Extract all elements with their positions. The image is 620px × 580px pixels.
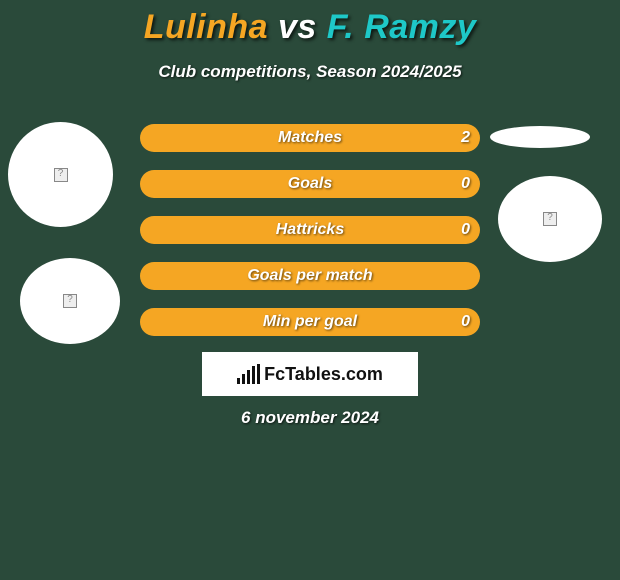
title-vs: vs <box>268 8 327 46</box>
stat-label: Matches <box>140 129 480 147</box>
placeholder-icon <box>543 212 557 226</box>
title-player1: Lulinha <box>144 8 268 46</box>
stat-value-right: 0 <box>461 313 470 331</box>
subtitle: Club competitions, Season 2024/2025 <box>0 62 620 82</box>
logo-text: FcTables.com <box>264 364 383 385</box>
stat-label: Min per goal <box>140 313 480 331</box>
stat-label: Goals per match <box>140 267 480 285</box>
logo-box: FcTables.com <box>202 352 418 396</box>
decorative-ellipse <box>490 126 590 148</box>
placeholder-icon <box>63 294 77 308</box>
stat-label: Goals <box>140 175 480 193</box>
date-text: 6 november 2024 <box>0 408 620 428</box>
stat-row: Goals per match <box>140 262 480 290</box>
stat-value-right: 0 <box>461 221 470 239</box>
stat-value-right: 2 <box>461 129 470 147</box>
stat-row: Goals0 <box>140 170 480 198</box>
stat-label: Hattricks <box>140 221 480 239</box>
placeholder-icon <box>54 168 68 182</box>
stat-row: Matches2 <box>140 124 480 152</box>
stat-row: Min per goal0 <box>140 308 480 336</box>
logo-chart-icon <box>237 364 260 384</box>
title-player2: F. Ramzy <box>327 8 477 46</box>
stat-row: Hattricks0 <box>140 216 480 244</box>
avatar-circle <box>8 122 113 227</box>
avatar-circle <box>20 258 120 344</box>
page-title: Lulinha vs F. Ramzy <box>0 8 620 47</box>
avatar-circle <box>498 176 602 262</box>
stat-value-right: 0 <box>461 175 470 193</box>
